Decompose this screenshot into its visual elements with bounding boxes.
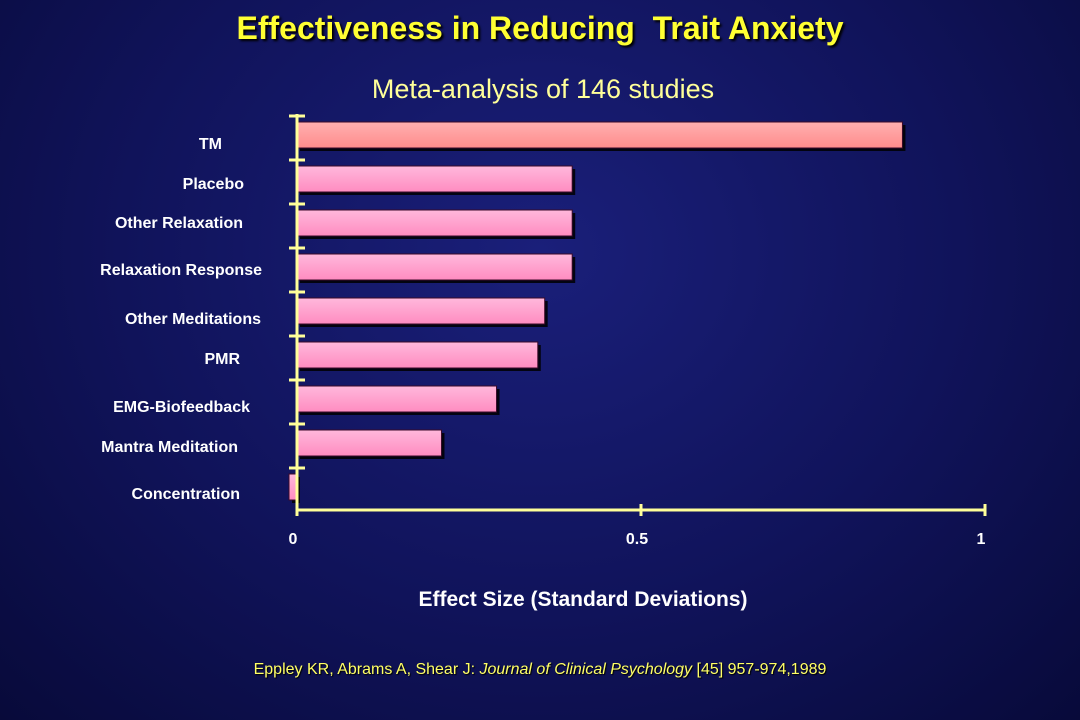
citation-journal: Journal of Clinical Psychology — [479, 661, 693, 678]
category-label-mantra-meditation: Mantra Meditation — [101, 439, 238, 456]
category-label-concentration: Concentration — [132, 486, 240, 503]
bar-other-meditations — [296, 297, 546, 325]
category-label-other-relaxation: Other Relaxation — [115, 215, 243, 232]
axes-group — [289, 114, 987, 516]
category-label-relaxation-response: Relaxation Response — [100, 262, 262, 279]
x-tick-label: 0.5 — [626, 531, 648, 548]
x-tick-label: 0 — [289, 531, 298, 548]
category-label-placebo: Placebo — [183, 176, 245, 193]
category-label-tm: TM — [199, 136, 222, 153]
tick-labels: 0 0.5 1 — [289, 531, 986, 548]
bar-emg-biofeedback — [296, 385, 498, 413]
x-tick-label: 1 — [977, 531, 986, 548]
category-label-pmr: PMR — [204, 351, 240, 368]
x-axis-label: Effect Size (Standard Deviations) — [418, 588, 747, 611]
bars-group — [288, 121, 906, 503]
bar-other-relaxation — [296, 209, 573, 237]
chart-title: Effectiveness in Reducing Trait Anxiety — [236, 10, 844, 46]
bar-mantra-meditation — [296, 429, 442, 457]
bar-pmr — [296, 341, 539, 369]
chart-subtitle: Meta-analysis of 146 studies — [371, 74, 715, 104]
category-label-emg-biofeedback: EMG-Biofeedback — [113, 399, 250, 416]
citation: Eppley KR, Abrams A, Shear J: Journal of… — [0, 661, 1080, 679]
category-labels: TM Placebo Other Relaxation Relaxation Resp… — [100, 136, 262, 503]
category-label-other-meditations: Other Meditations — [125, 311, 261, 328]
bar-placebo — [296, 165, 573, 193]
citation-details: [45] 957-974,1989 — [692, 661, 827, 678]
citation-authors: Eppley KR, Abrams A, Shear J: — [253, 661, 480, 678]
bar-relaxation-response — [296, 253, 573, 281]
bar-tm — [296, 121, 903, 149]
